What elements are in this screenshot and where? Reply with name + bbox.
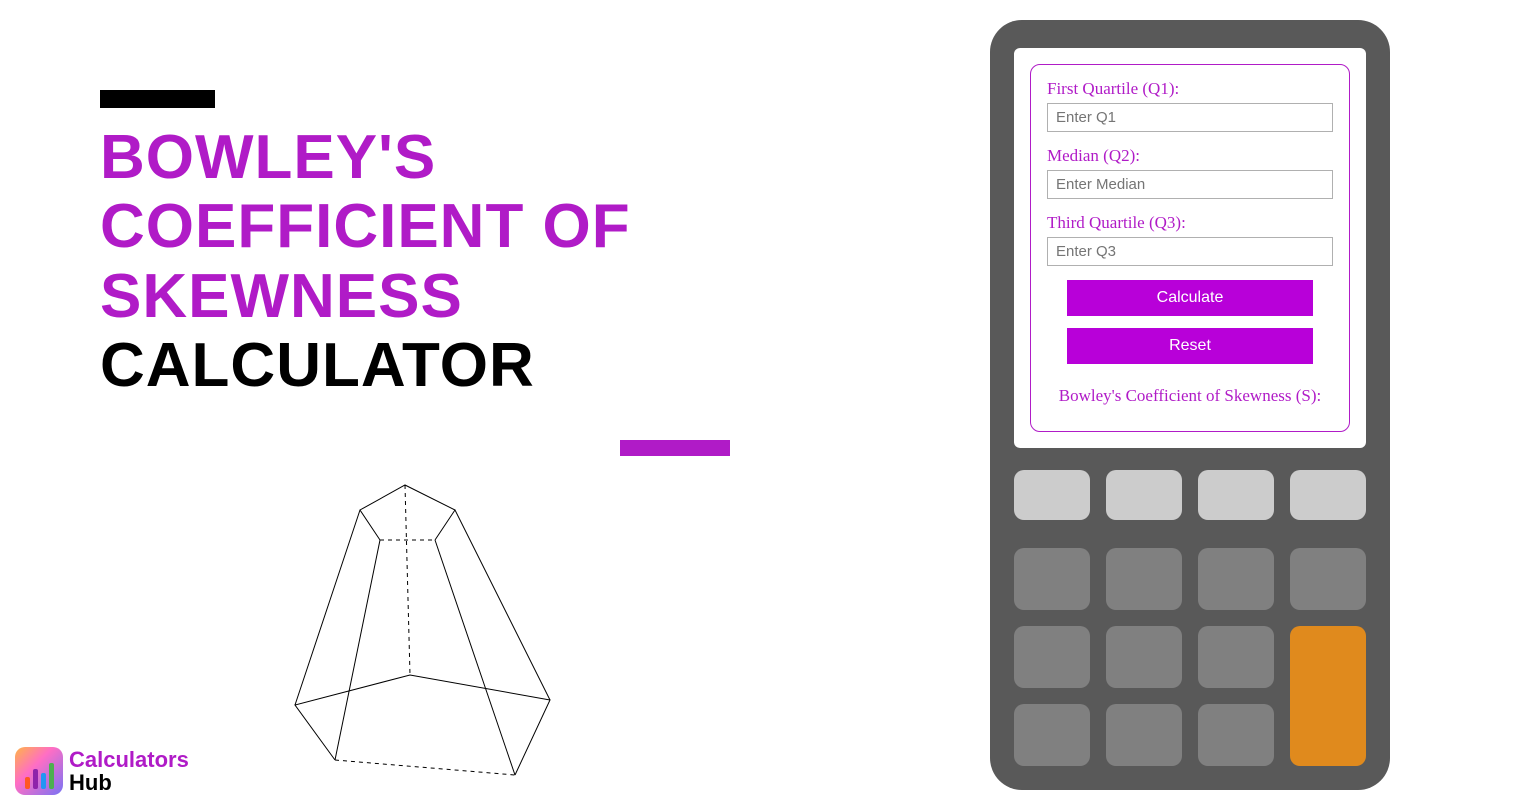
q2-label: Median (Q2): [1047, 146, 1333, 166]
calculate-button[interactable]: Calculate [1067, 280, 1313, 316]
q3-input[interactable] [1047, 237, 1333, 266]
accent-bar [620, 440, 730, 456]
q2-input[interactable] [1047, 170, 1333, 199]
keypad-key[interactable] [1198, 626, 1274, 688]
keypad-key[interactable] [1198, 548, 1274, 610]
keypad-key[interactable] [1198, 704, 1274, 766]
keypad-key[interactable] [1198, 470, 1274, 520]
title-block: BOWLEY'S COEFFICIENT OF SKEWNESS CALCULA… [100, 90, 750, 401]
keypad-key[interactable] [1106, 548, 1182, 610]
logo-text: Calculators Hub [69, 748, 189, 794]
logo-bar [41, 773, 46, 789]
logo-bar [33, 769, 38, 789]
logo-text-calc: Calculators [69, 747, 189, 772]
title-line-4: CALCULATOR [100, 331, 535, 400]
title-line-2: COEFFICIENT OF [100, 192, 631, 261]
main-title: BOWLEY'S COEFFICIENT OF SKEWNESS CALCULA… [100, 123, 750, 401]
keypad-key[interactable] [1290, 548, 1366, 610]
device-screen: First Quartile (Q1): Median (Q2): Third … [1014, 48, 1366, 448]
keypad-key[interactable] [1014, 704, 1090, 766]
keypad-key[interactable] [1106, 470, 1182, 520]
result-label: Bowley's Coefficient of Skewness (S): [1047, 386, 1333, 406]
reset-button[interactable]: Reset [1067, 328, 1313, 364]
field-q3: Third Quartile (Q3): [1047, 213, 1333, 266]
title-line-1: BOWLEY'S [100, 123, 436, 192]
keypad-key[interactable] [1014, 470, 1090, 520]
keypad-key[interactable] [1106, 626, 1182, 688]
q3-label: Third Quartile (Q3): [1047, 213, 1333, 233]
keypad-key[interactable] [1014, 548, 1090, 610]
title-top-bar [100, 90, 215, 108]
logo-bar [25, 777, 30, 789]
title-line-3: SKEWNESS [100, 262, 463, 331]
q1-label: First Quartile (Q1): [1047, 79, 1333, 99]
q1-input[interactable] [1047, 103, 1333, 132]
field-q2: Median (Q2): [1047, 146, 1333, 199]
keypad-key[interactable] [1106, 704, 1182, 766]
field-q1: First Quartile (Q1): [1047, 79, 1333, 132]
logo: Calculators Hub [15, 747, 189, 795]
prism-illustration [290, 480, 620, 790]
keypad-key[interactable] [1290, 470, 1366, 520]
calculator-form: First Quartile (Q1): Median (Q2): Third … [1030, 64, 1350, 432]
device-keypad [1014, 470, 1366, 766]
calculator-device: First Quartile (Q1): Median (Q2): Third … [990, 20, 1390, 790]
keypad-equals-key[interactable] [1290, 626, 1366, 766]
keypad-key[interactable] [1014, 626, 1090, 688]
logo-bar [49, 763, 54, 789]
logo-icon [15, 747, 63, 795]
logo-text-hub: Hub [69, 770, 112, 795]
